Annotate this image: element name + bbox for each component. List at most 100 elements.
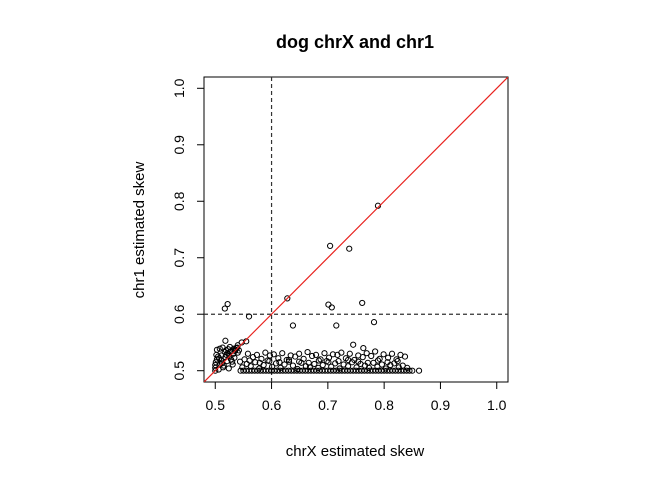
x-tick-label: 0.8 bbox=[374, 397, 394, 413]
data-point bbox=[266, 358, 273, 365]
data-point bbox=[283, 356, 290, 364]
data-point bbox=[216, 345, 223, 352]
data-point bbox=[294, 365, 301, 373]
data-point bbox=[346, 350, 353, 357]
data-point bbox=[321, 350, 328, 357]
plot-area: 0.5 0.6 0.7 0.8 0.9 1.0 0.5 0.6 0.7 0.8 0.9 1.0 bbox=[171, 76, 509, 413]
data-point bbox=[213, 346, 221, 353]
data-point bbox=[345, 363, 352, 370]
x-tick-label: 0.7 bbox=[318, 397, 338, 413]
data-point bbox=[335, 358, 342, 365]
data-point bbox=[360, 345, 367, 352]
data-point bbox=[364, 359, 371, 366]
data-point bbox=[262, 349, 269, 356]
data-point bbox=[289, 362, 297, 369]
data-point bbox=[225, 365, 232, 372]
data-point bbox=[224, 300, 231, 308]
data-point bbox=[370, 319, 378, 326]
data-point bbox=[270, 351, 277, 358]
data-point bbox=[374, 357, 382, 364]
data-point bbox=[245, 313, 253, 320]
data-point bbox=[231, 354, 238, 361]
data-point bbox=[368, 352, 375, 360]
data-point bbox=[359, 299, 366, 307]
data-point bbox=[394, 358, 401, 365]
data-point bbox=[350, 341, 357, 348]
data-point bbox=[328, 304, 335, 311]
data-point bbox=[246, 357, 253, 364]
data-point bbox=[336, 365, 343, 372]
data-point bbox=[351, 356, 358, 364]
data-point bbox=[296, 358, 303, 365]
data-point bbox=[415, 367, 423, 374]
data-point bbox=[304, 348, 311, 356]
data-point bbox=[289, 322, 297, 329]
data-point bbox=[300, 355, 307, 362]
data-point bbox=[404, 364, 411, 371]
data-point bbox=[229, 361, 236, 368]
data-point bbox=[328, 363, 335, 370]
data-point bbox=[372, 348, 379, 355]
data-point bbox=[236, 358, 244, 365]
data-point bbox=[325, 359, 332, 366]
data-point bbox=[378, 361, 385, 368]
data-point bbox=[222, 337, 229, 344]
data-point bbox=[325, 354, 333, 361]
data-point bbox=[272, 360, 280, 367]
data-point bbox=[305, 359, 312, 366]
x-tick-label: 0.9 bbox=[431, 397, 451, 413]
y-tick-label: 0.8 bbox=[171, 191, 187, 211]
data-point bbox=[395, 364, 402, 371]
data-point bbox=[382, 365, 389, 372]
data-point bbox=[221, 305, 228, 312]
data-point bbox=[238, 339, 245, 346]
data-point bbox=[333, 322, 340, 329]
data-point bbox=[363, 350, 370, 357]
data-point bbox=[311, 360, 318, 368]
data-point bbox=[226, 343, 233, 351]
data-point bbox=[397, 351, 404, 358]
data-point bbox=[269, 363, 276, 370]
data-point bbox=[315, 357, 322, 364]
data-point bbox=[327, 242, 334, 249]
data-point bbox=[275, 355, 282, 362]
data-point bbox=[346, 245, 353, 252]
data-point bbox=[252, 359, 259, 366]
data-point bbox=[325, 301, 332, 308]
x-tick-label: 1.0 bbox=[487, 397, 507, 413]
data-point bbox=[258, 355, 265, 362]
data-point bbox=[319, 361, 326, 369]
data-point bbox=[220, 364, 227, 371]
data-point bbox=[276, 359, 283, 366]
identity-line bbox=[204, 77, 508, 382]
data-point bbox=[380, 351, 387, 358]
data-point bbox=[353, 364, 360, 371]
data-point bbox=[279, 350, 286, 357]
data-point bbox=[218, 352, 225, 359]
data-point bbox=[247, 363, 254, 370]
data-point bbox=[329, 351, 337, 358]
data-point bbox=[384, 359, 391, 366]
x-axis-label: chrX estimated skew bbox=[286, 443, 425, 460]
y-axis-label: chr1 estimated skew bbox=[131, 161, 148, 298]
data-point bbox=[284, 295, 291, 302]
data-point bbox=[285, 356, 293, 364]
data-point bbox=[296, 350, 303, 357]
x-tick-label: 0.5 bbox=[206, 397, 226, 413]
y-tick-label: 1.0 bbox=[171, 78, 187, 98]
data-point bbox=[345, 356, 352, 364]
data-point bbox=[239, 364, 246, 371]
plot-frame bbox=[203, 76, 509, 383]
data-point bbox=[355, 352, 362, 359]
data-point bbox=[374, 202, 382, 209]
data-point bbox=[384, 354, 392, 361]
data-point bbox=[244, 350, 252, 357]
data-point bbox=[308, 352, 316, 360]
y-tick-label: 0.6 bbox=[171, 304, 187, 324]
data-point bbox=[256, 359, 263, 366]
data-point bbox=[338, 349, 345, 356]
x-tick-label: 0.6 bbox=[262, 397, 282, 413]
y-tick-label: 0.9 bbox=[171, 135, 187, 155]
